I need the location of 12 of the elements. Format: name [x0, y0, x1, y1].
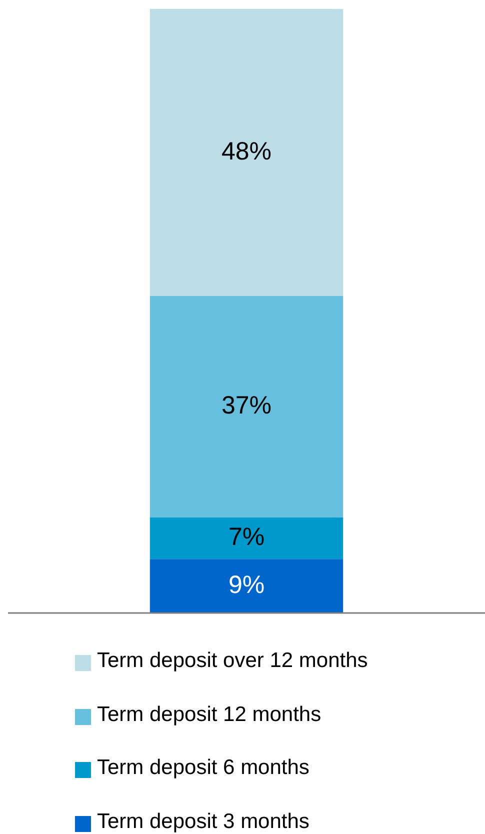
bar — [150, 517, 344, 560]
legend-label: Term deposit over 12 months — [97, 649, 368, 672]
data-label: 48% — [221, 137, 272, 166]
bar — [150, 9, 344, 296]
bar — [150, 296, 344, 518]
data-label: 37% — [221, 392, 272, 420]
legend-label: Term deposit 12 months — [97, 702, 322, 726]
bar — [150, 559, 344, 613]
legend-label: Term deposit 6 months — [97, 756, 310, 780]
legend-label: Term deposit 3 months — [97, 810, 310, 834]
data-label: 9% — [228, 570, 265, 599]
data-label: 7% — [228, 523, 265, 552]
